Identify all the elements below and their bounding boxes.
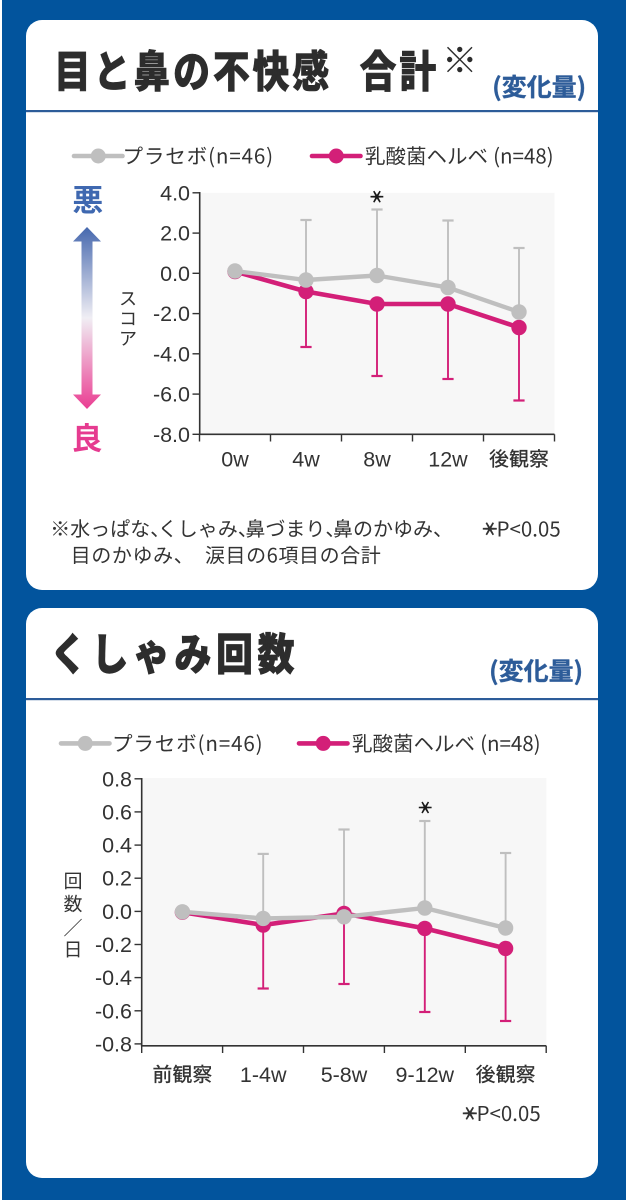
svg-text:-4.0: -4.0 — [153, 342, 190, 366]
svg-text:-6.0: -6.0 — [153, 383, 190, 407]
svg-text:2.0: 2.0 — [160, 222, 190, 246]
svg-text:5-8w: 5-8w — [321, 1063, 368, 1087]
svg-text:-0.6: -0.6 — [95, 999, 132, 1023]
svg-text:0.8: 0.8 — [102, 767, 132, 791]
svg-text:8w: 8w — [363, 448, 391, 472]
svg-text:-0.8: -0.8 — [95, 1032, 132, 1056]
svg-text:-8.0: -8.0 — [153, 423, 190, 447]
svg-text:0.6: 0.6 — [102, 800, 132, 824]
svg-text:9-12w: 9-12w — [396, 1063, 455, 1087]
svg-text:12w: 12w — [428, 448, 468, 472]
svg-text:1-4w: 1-4w — [240, 1063, 287, 1087]
svg-text:-0.4: -0.4 — [95, 966, 132, 990]
svg-text:0w: 0w — [221, 448, 249, 472]
svg-text:-0.2: -0.2 — [95, 933, 132, 957]
svg-text:4w: 4w — [292, 448, 320, 472]
svg-text:0.4: 0.4 — [102, 834, 132, 858]
svg-text:4.0: 4.0 — [160, 181, 190, 205]
svg-text:0.2: 0.2 — [102, 867, 132, 891]
svg-text:0.0: 0.0 — [102, 900, 132, 924]
svg-text:0.0: 0.0 — [160, 262, 190, 286]
svg-text:-2.0: -2.0 — [153, 302, 190, 326]
